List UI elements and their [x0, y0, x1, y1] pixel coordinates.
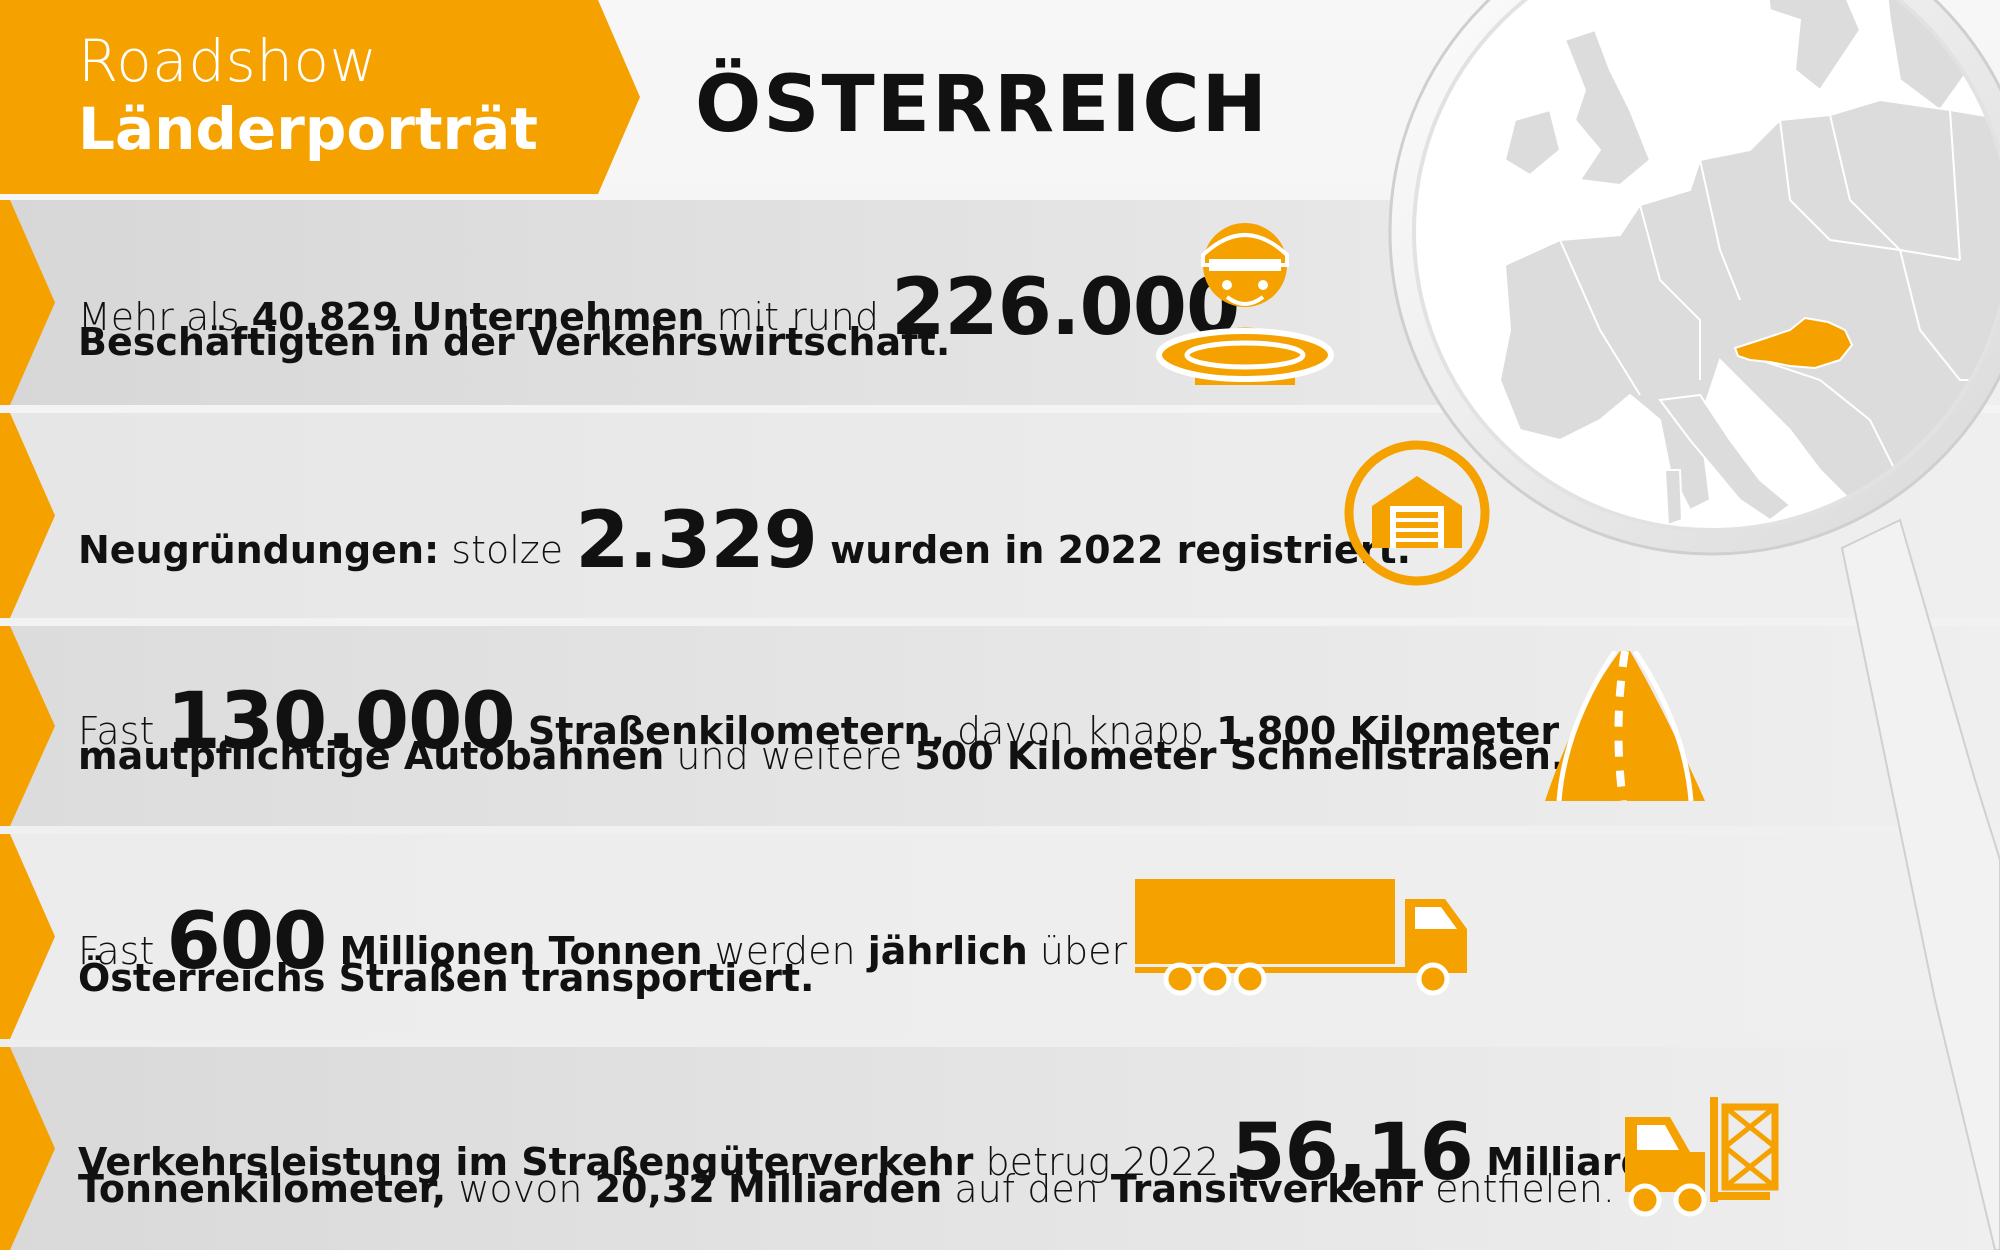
garage-icon	[1342, 438, 1492, 592]
fact-text-segment: wurden in 2022 registriert.	[816, 528, 1412, 572]
chevron-icon	[0, 626, 55, 826]
worker-icon	[1155, 215, 1335, 389]
fact-text-segment: 20,32 Milliarden	[594, 1167, 943, 1211]
fact-text-segment: werden	[702, 929, 868, 973]
fact-text-segment: über	[1027, 929, 1128, 973]
fact-text-line1: Fast 130.000 Straßenkilometern, davon kn…	[78, 656, 1559, 789]
fact-text-line1: Fast 600 Millionen Tonnen werden jährlic…	[78, 876, 1127, 1009]
fact-text-segment: jährlich	[867, 929, 1028, 973]
header-text: Roadshow Länderporträt	[78, 32, 538, 158]
fact-text-segment: Fast	[78, 929, 167, 973]
fact-text-segment: auf den	[942, 1167, 1111, 1211]
highlight-number: 600	[166, 897, 327, 987]
highlight-number: 130.000	[166, 677, 515, 767]
fact-row: Fast 600 Millionen Tonnen werden jährlic…	[0, 834, 2000, 1039]
fact-row: Verkehrsleistung im Straßengüterverkehr …	[0, 1047, 2000, 1250]
fact-text-segment: 1.800 Kilometer	[1216, 709, 1560, 753]
fact-text-line2: mautpflichtige Autobahnen und weitere 50…	[78, 724, 1565, 789]
truck-icon	[1135, 879, 1475, 1003]
fact-text-segment: mautpflichtige Autobahnen	[78, 734, 665, 778]
fact-text-segment: 40.829 Unternehmen	[251, 295, 705, 339]
fact-text-line2: Österreichs Straßen transportiert.	[78, 946, 814, 1011]
fact-text-segment: Beschäftigten in der Verkehrswirtschaft.	[78, 320, 951, 364]
fact-text-segment: wovon	[446, 1167, 595, 1211]
fact-text-line2: Tonnenkilometer, wovon 20,32 Milliarden …	[78, 1157, 1615, 1222]
fact-text-segment: stolze	[439, 528, 576, 572]
forklift-icon	[1615, 1092, 1780, 1221]
chevron-icon	[0, 200, 55, 405]
fact-row-band	[0, 834, 2000, 1039]
fact-text-line2: Beschäftigten in der Verkehrswirtschaft.	[78, 310, 950, 375]
chevron-icon	[0, 834, 55, 1039]
fact-text-segment: mit rund	[704, 295, 892, 339]
header-tab-shape	[0, 0, 640, 194]
fact-text-segment: Transitverkehr	[1110, 1167, 1423, 1211]
fact-row: Mehr als 40.829 Unternehmen mit rund 226…	[0, 200, 2000, 405]
chevron-icon	[0, 1047, 55, 1250]
header-line1: Roadshow	[78, 27, 378, 95]
fact-text-line1: Verkehrsleistung im Straßengüterverkehr …	[78, 1087, 1701, 1220]
fact-text-segment: 500 Kilometer Schnellstraßen.	[914, 734, 1566, 778]
fact-text-segment: Mehr als	[78, 295, 252, 339]
fact-text-segment: Österreichs Straßen transportiert.	[78, 956, 815, 1000]
fact-text-segment: Millionen Tonnen	[326, 929, 703, 973]
fact-text-line1: Mehr als 40.829 Unternehmen mit rund 226…	[78, 242, 1240, 375]
fact-text-segment: betrug 2022	[973, 1140, 1232, 1184]
fact-text-segment: Straßenkilometern,	[514, 709, 945, 753]
header-line2: Länderporträt	[78, 95, 539, 163]
header-tab: Roadshow Länderporträt	[0, 0, 640, 194]
chevron-icon	[0, 413, 55, 618]
fact-row: Fast 130.000 Straßenkilometern, davon kn…	[0, 626, 2000, 826]
fact-text-segment: Fast	[78, 709, 167, 753]
country-title: ÖSTERREICH	[695, 60, 1269, 150]
fact-row: Neugründungen: stolze 2.329 wurden in 20…	[0, 413, 2000, 618]
fact-text-segment: Verkehrsleistung im Straßengüterverkehr	[78, 1140, 974, 1184]
highlight-number: 2.329	[575, 496, 818, 586]
fact-text-segment: und weitere	[664, 734, 915, 778]
highlight-number: 56,16	[1231, 1108, 1474, 1198]
fact-text-line1: Neugründungen: stolze 2.329 wurden in 20…	[78, 475, 1411, 608]
road-icon	[1545, 649, 1705, 805]
fact-text-segment: entfielen.	[1423, 1167, 1615, 1211]
fact-text-segment: davon knapp	[944, 709, 1217, 753]
fact-text-segment: Tonnenkilometer,	[78, 1167, 447, 1211]
fact-text-segment: Neugründungen:	[78, 528, 440, 572]
